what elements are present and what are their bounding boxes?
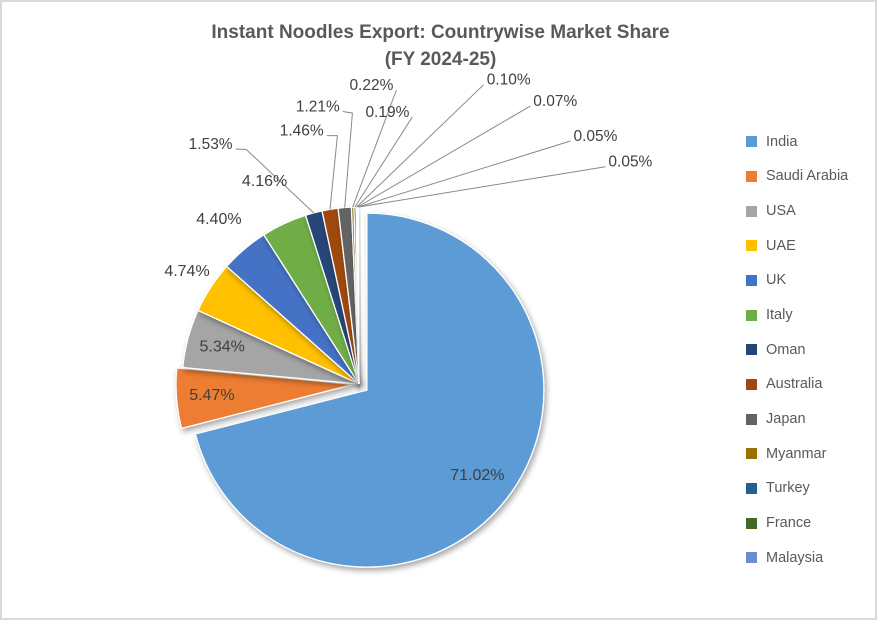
svg-text:71.02%: 71.02%	[450, 467, 504, 484]
svg-text:0.19%: 0.19%	[365, 104, 409, 121]
svg-text:1.53%: 1.53%	[189, 136, 233, 153]
svg-text:5.34%: 5.34%	[200, 339, 245, 356]
svg-text:0.22%: 0.22%	[349, 77, 393, 94]
svg-text:0.05%: 0.05%	[574, 128, 618, 145]
svg-text:4.40%: 4.40%	[196, 211, 241, 228]
svg-text:5.47%: 5.47%	[189, 387, 234, 404]
svg-text:4.74%: 4.74%	[164, 263, 209, 280]
svg-text:1.46%: 1.46%	[280, 123, 324, 140]
svg-text:0.10%: 0.10%	[487, 72, 531, 89]
svg-text:0.07%: 0.07%	[533, 93, 577, 110]
svg-text:1.21%: 1.21%	[296, 99, 340, 116]
svg-text:4.16%: 4.16%	[242, 173, 287, 190]
svg-text:0.05%: 0.05%	[608, 154, 652, 171]
